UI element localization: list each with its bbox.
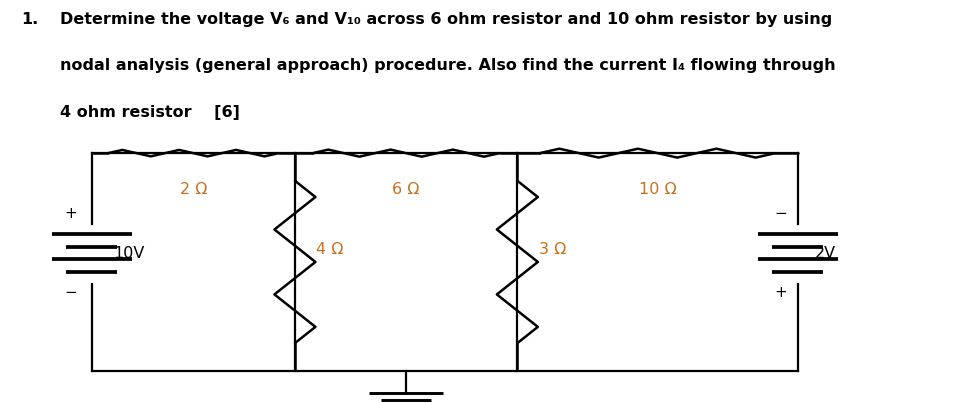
- Text: 6 Ω: 6 Ω: [393, 182, 420, 197]
- Text: 3 Ω: 3 Ω: [539, 242, 566, 258]
- Text: Determine the voltage V₆ and V₁₀ across 6 ohm resistor and 10 ohm resistor by us: Determine the voltage V₆ and V₁₀ across …: [60, 12, 833, 27]
- Text: 4 ohm resistor    [6]: 4 ohm resistor [6]: [60, 105, 240, 120]
- Text: 2 Ω: 2 Ω: [180, 182, 207, 197]
- Text: −: −: [64, 285, 77, 301]
- Text: 1.: 1.: [21, 12, 39, 27]
- Text: −: −: [774, 206, 787, 221]
- Text: 10 Ω: 10 Ω: [638, 182, 677, 197]
- Text: +: +: [774, 285, 787, 301]
- Text: 10V: 10V: [113, 246, 144, 262]
- Text: 2V: 2V: [815, 246, 836, 262]
- Text: +: +: [64, 206, 77, 221]
- Text: 4 Ω: 4 Ω: [316, 242, 343, 258]
- Text: nodal analysis (general approach) procedure. Also find the current I₄ flowing th: nodal analysis (general approach) proced…: [60, 58, 835, 73]
